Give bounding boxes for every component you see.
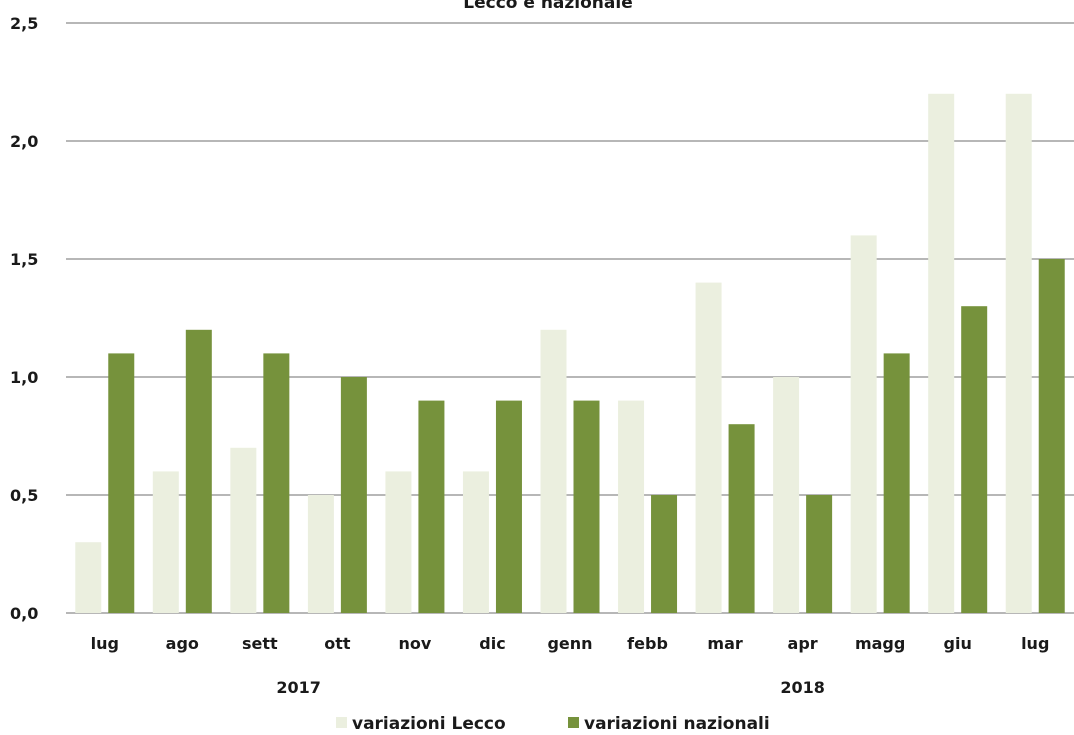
bar-lecco — [773, 377, 800, 613]
bar-lecco — [618, 400, 645, 613]
bar-nazionali — [340, 377, 367, 613]
x-tick-label: dic — [479, 634, 505, 653]
x-tick-label: sett — [242, 634, 278, 653]
bar-lecco — [695, 282, 722, 613]
bars — [75, 93, 1065, 614]
y-tick-label: 1,5 — [10, 250, 38, 269]
year-label: 2017 — [276, 678, 321, 697]
bar-nazionali — [263, 353, 290, 613]
bar-lecco — [928, 93, 955, 614]
bar-lecco — [385, 471, 412, 613]
x-tick-label: nov — [399, 634, 432, 653]
bar-nazionali — [806, 495, 833, 613]
bar-lecco — [850, 235, 877, 613]
bar-nazionali — [108, 353, 135, 613]
y-tick-label: 0,5 — [10, 486, 38, 505]
bar-nazionali — [185, 329, 212, 613]
bar-nazionali — [1038, 259, 1065, 613]
bar-nazionali — [728, 424, 755, 613]
x-tick-label: mar — [707, 634, 742, 653]
bar-lecco — [540, 329, 567, 613]
x-tick-label: genn — [547, 634, 592, 653]
legend-label: variazioni nazionali — [584, 714, 770, 734]
legend-swatch — [568, 717, 579, 728]
x-tick-label: lug — [1021, 634, 1049, 653]
x-tick-label: giu — [944, 634, 972, 653]
bar-nazionali — [573, 400, 600, 613]
gridlines — [66, 22, 1074, 614]
legend-label: variazioni Lecco — [352, 714, 506, 734]
y-tick-label: 2,0 — [10, 132, 38, 151]
bar-nazionali — [883, 353, 910, 613]
x-tick-label: magg — [855, 634, 905, 653]
year-labels: 2017 2018 — [276, 678, 825, 697]
bar-lecco — [1005, 93, 1032, 614]
y-tick-label: 2,5 — [10, 14, 38, 33]
y-axis-ticks: 0,0 0,5 1,0 1,5 2,0 2,5 — [10, 14, 38, 623]
bar-nazionali — [651, 495, 678, 613]
bar-nazionali — [495, 400, 522, 613]
x-tick-label: febb — [627, 634, 668, 653]
chart-title: Lecco e nazionale — [463, 0, 632, 13]
y-tick-label: 0,0 — [10, 604, 38, 623]
year-label: 2018 — [780, 678, 825, 697]
legend: variazioni Lecco variazioni nazionali — [336, 714, 770, 734]
x-axis-ticks: lug ago sett ott nov dic genn febb mar apr magg giu… — [91, 634, 1050, 653]
bar-lecco — [307, 495, 334, 613]
legend-swatch — [336, 717, 347, 728]
bar-nazionali — [961, 306, 988, 613]
bar-lecco — [462, 471, 489, 613]
bar-lecco — [152, 471, 179, 613]
x-tick-label: apr — [788, 634, 818, 653]
x-tick-label: ago — [166, 634, 199, 653]
x-tick-label: ott — [324, 634, 351, 653]
bar-nazionali — [418, 400, 445, 613]
y-tick-label: 1,0 — [10, 368, 38, 387]
bar-lecco — [230, 447, 257, 613]
x-tick-label: lug — [91, 634, 119, 653]
bar-lecco — [75, 542, 102, 613]
